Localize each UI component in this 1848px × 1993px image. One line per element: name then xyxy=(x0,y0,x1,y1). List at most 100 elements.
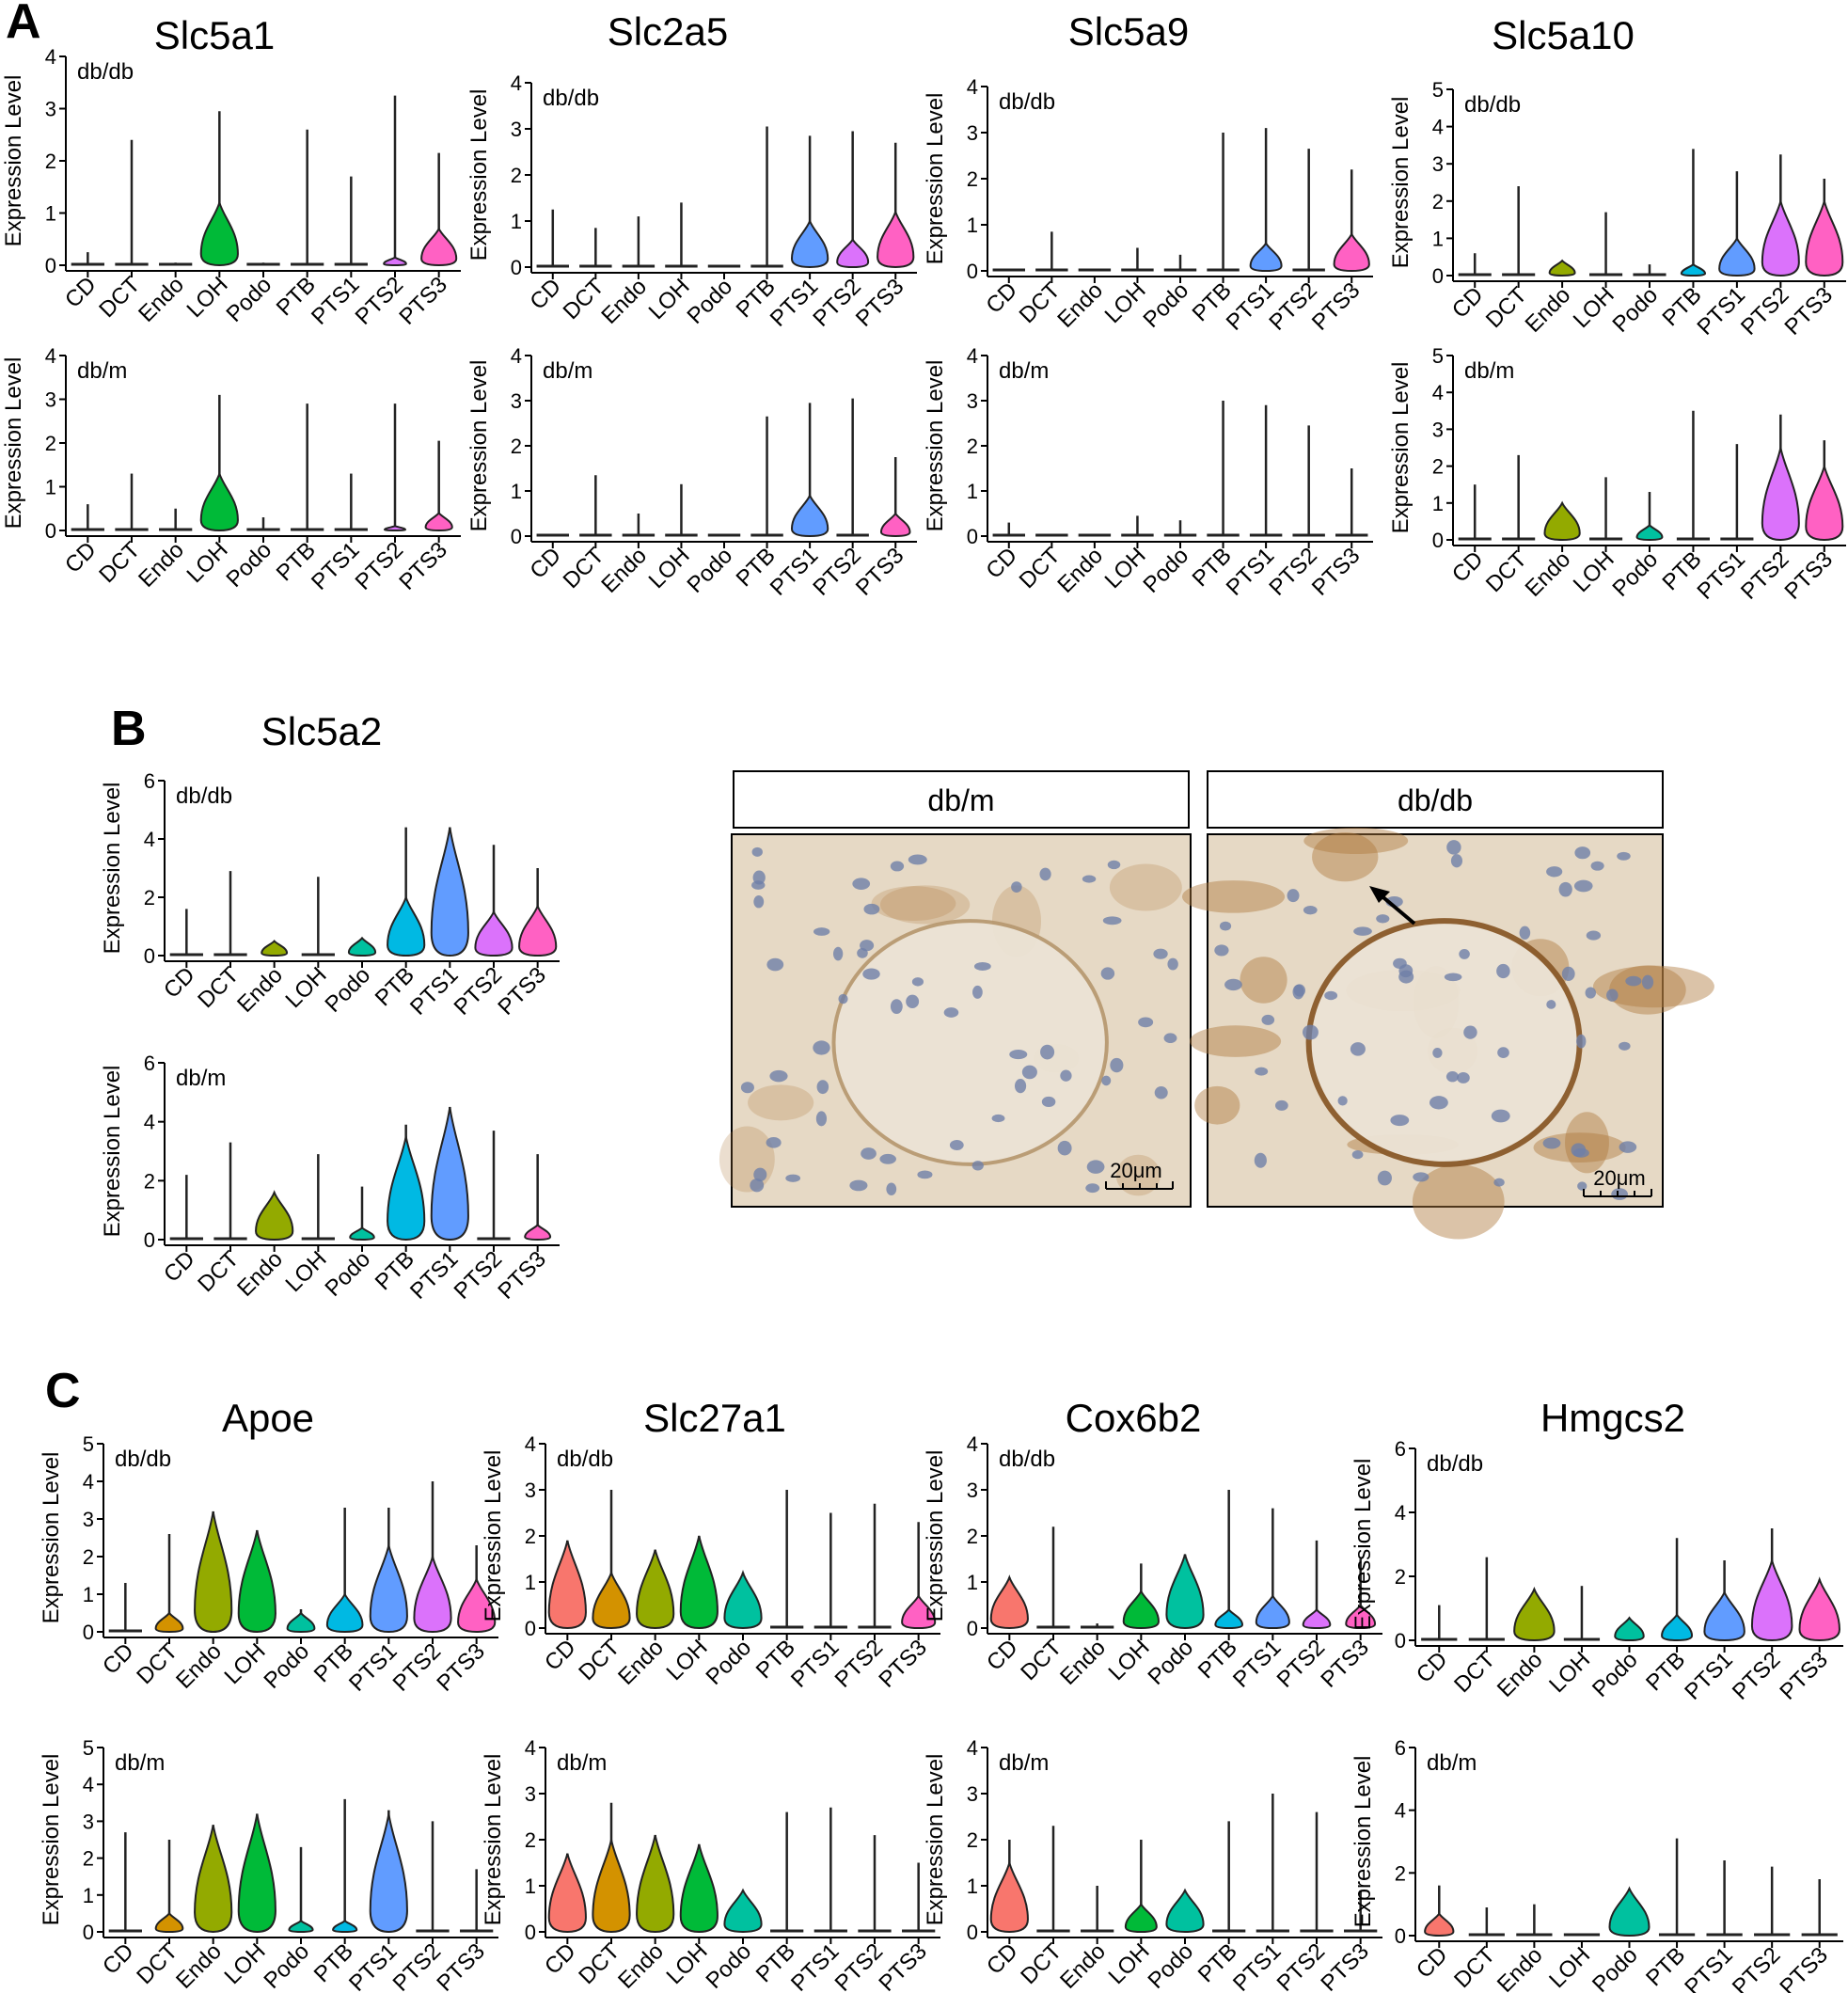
violin-DCT xyxy=(154,1911,184,1934)
x-tick-label-LOH: LOH xyxy=(662,1938,713,1989)
y-tick-label: 0 xyxy=(525,1617,536,1640)
y-tick-label: 4 xyxy=(1395,1799,1406,1823)
y-tick-label: 0 xyxy=(1395,1629,1406,1653)
violin-chart-c8: 0 2 4 6 Expression Level db/m CDDCTEndoLOHPodo… xyxy=(1350,1736,1843,1993)
panel-b-letter: B xyxy=(111,702,147,756)
stain-patch xyxy=(748,1084,814,1121)
nucleus xyxy=(1390,1115,1410,1127)
y-axis-label: Expression Level xyxy=(1388,97,1414,269)
x-tick-label-PTS1: PTS1 xyxy=(1222,543,1280,601)
micrograph-tissue-db-db xyxy=(1181,827,1714,1240)
micrograph-title-db-m: db/m xyxy=(927,783,994,817)
x-tick-label-PTS3: PTS3 xyxy=(1779,546,1838,605)
stain-patch xyxy=(1194,1085,1240,1125)
violin-chart-c6: 0 1 2 3 4 Expression Level db/m CDDCTEndoLOHPod… xyxy=(923,1736,1382,1993)
violin-PTS2 xyxy=(1761,200,1800,277)
nucleus xyxy=(911,977,924,987)
x-tick-label-Podo: Podo xyxy=(260,1938,315,1993)
y-tick-label: 2 xyxy=(1395,1565,1406,1589)
x-tick-label-LOH: LOH xyxy=(1104,1635,1155,1685)
y-tick-label: 5 xyxy=(1432,78,1444,102)
nucleus xyxy=(1261,1014,1275,1025)
y-tick-label: 0 xyxy=(1395,1924,1406,1948)
y-axis-label: Expression Level xyxy=(466,360,492,532)
condition-label: db/db xyxy=(557,1447,613,1472)
violin-Endo xyxy=(255,1190,294,1242)
nucleus xyxy=(1558,881,1572,897)
nucleus xyxy=(971,1161,984,1171)
nucleus xyxy=(1571,1143,1587,1158)
x-tick-label-Podo: Podo xyxy=(321,962,376,1018)
glomerulus xyxy=(1305,918,1583,1167)
x-tick-label-Podo: Podo xyxy=(1587,1942,1643,1993)
y-tick-label: 4 xyxy=(511,344,522,368)
y-tick-label: 2 xyxy=(967,435,978,458)
x-tick-label-PTS3: PTS3 xyxy=(851,543,909,601)
nucleus xyxy=(1497,1047,1509,1058)
y-tick-label: 4 xyxy=(967,1432,978,1456)
y-axis-label: Expression Level xyxy=(466,89,492,261)
nucleus xyxy=(1586,930,1602,941)
nucleus xyxy=(1611,1188,1628,1200)
nucleus xyxy=(753,895,765,909)
nucleus xyxy=(815,1111,828,1127)
violin-PTS2 xyxy=(474,909,513,957)
nucleus xyxy=(1353,926,1372,936)
violin-CD xyxy=(547,1853,587,1934)
violin-chart-c5: 0 1 2 3 4 Expression Level db/db CDDCTEndoLOHPo… xyxy=(923,1432,1382,1693)
y-axis-label: Expression Level xyxy=(481,1450,506,1622)
y-tick-label: 0 xyxy=(525,1921,536,1944)
arrow-head xyxy=(1369,886,1390,903)
nucleus xyxy=(1590,861,1604,871)
x-tick-label-PTS2: PTS2 xyxy=(1736,282,1794,340)
y-tick-label: 0 xyxy=(83,1921,94,1944)
x-tick-label-PTS1: PTS1 xyxy=(307,537,365,595)
y-tick-label: 1 xyxy=(83,1884,94,1907)
x-tick-label-Podo: Podo xyxy=(702,1635,757,1690)
nucleus xyxy=(740,1082,754,1094)
y-tick-label: 2 xyxy=(967,1828,978,1852)
nucleus xyxy=(813,1040,830,1055)
y-tick-label: 3 xyxy=(511,118,522,141)
nucleus xyxy=(1376,914,1390,924)
gene-title-hmgcs2: Hmgcs2 xyxy=(1540,1396,1685,1440)
violin-DCT xyxy=(154,1611,184,1634)
nucleus xyxy=(1606,989,1619,1002)
x-tick-label-CD: CD xyxy=(159,962,200,1004)
violin-LOH xyxy=(237,1813,276,1934)
x-tick-label-PTS2: PTS2 xyxy=(450,962,508,1020)
violin-PTS1 xyxy=(1249,241,1283,273)
violin-chart-b1: 0 2 4 6 Expression Level db/db CDDCTEndoLOHPod… xyxy=(100,769,560,1020)
violin-CD xyxy=(1424,1911,1455,1938)
x-tick-label-CD: CD xyxy=(540,1635,581,1676)
nucleus xyxy=(1519,925,1531,940)
condition-label: db/db xyxy=(999,89,1055,115)
nucleus xyxy=(832,946,844,961)
condition-label: db/m xyxy=(543,358,592,384)
violin-Podo xyxy=(1165,1888,1205,1934)
x-tick-label-DCT: DCT xyxy=(1481,282,1532,333)
x-tick-label-CD: CD xyxy=(98,1938,139,1980)
stain-patch xyxy=(1190,1025,1282,1057)
x-tick-label-DCT: DCT xyxy=(1016,1938,1066,1989)
violin-PTS1 xyxy=(790,218,829,269)
condition-label: db/m xyxy=(115,1750,165,1776)
violin-chart-b2: 0 2 4 6 Expression Level db/m CDDCTEndoLOHPodo… xyxy=(100,1052,560,1305)
condition-label: db/m xyxy=(1464,358,1514,384)
x-tick-label-PTS1: PTS1 xyxy=(1228,1635,1287,1693)
violin-DCT xyxy=(592,1570,631,1630)
violin-PTS2 xyxy=(836,237,870,269)
nucleus xyxy=(1625,975,1642,987)
x-tick-label-Podo: Podo xyxy=(1608,282,1664,338)
y-tick-label: 1 xyxy=(511,480,522,503)
x-tick-label-PTS2: PTS2 xyxy=(1728,1647,1786,1705)
y-tick-label: 4 xyxy=(525,1736,536,1760)
nucleus xyxy=(943,1007,959,1018)
violin-Endo xyxy=(194,1511,233,1634)
violin-PTS1 xyxy=(790,493,829,538)
violin-LOH xyxy=(679,1843,719,1934)
violin-Podo xyxy=(1165,1554,1205,1630)
